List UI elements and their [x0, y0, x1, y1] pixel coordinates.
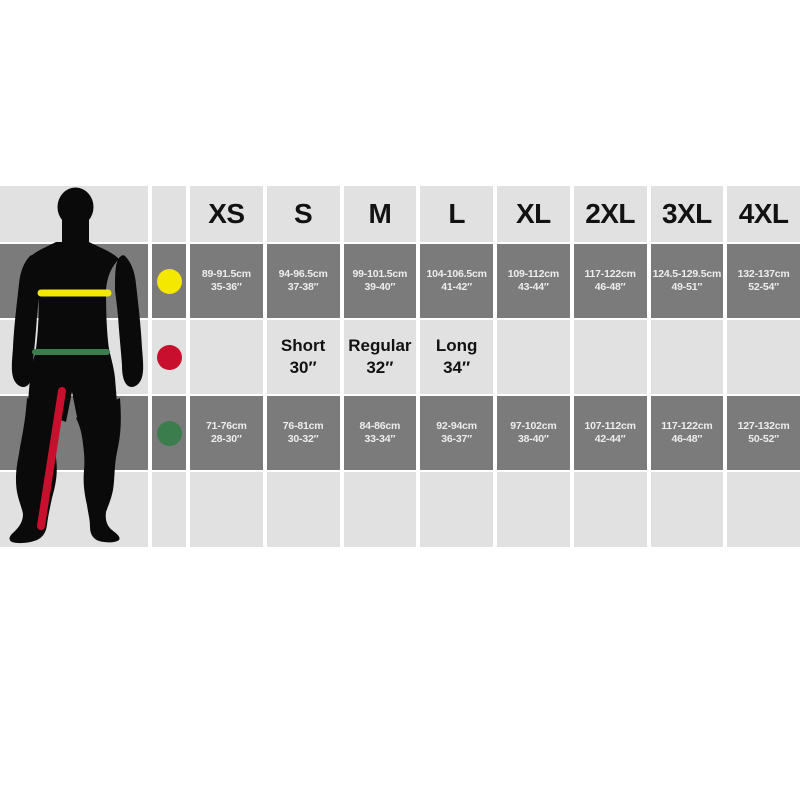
- leg-length-cell: [573, 320, 647, 394]
- waist-cell: 117-122cm 46-48″: [650, 396, 724, 470]
- green-dot-icon: [156, 420, 182, 446]
- size-header-m: M: [343, 186, 417, 242]
- empty-cell: [573, 472, 647, 547]
- marker-column-header: [152, 186, 186, 242]
- inside-leg-measure-line: [37, 387, 66, 530]
- empty-cell: [266, 472, 340, 547]
- empty-cell: [152, 472, 186, 547]
- leg-length-cell: Long 34″: [420, 320, 493, 394]
- size-header-2xl: 2XL: [573, 186, 647, 242]
- chest-cell: 109-112cm 43-44″: [497, 244, 570, 318]
- chest-marker-cell: [152, 244, 186, 318]
- empty-cell: [650, 472, 724, 547]
- size-header-xs: XS: [190, 186, 263, 242]
- leg-length-marker-cell: [152, 320, 186, 394]
- chest-cell: 124.5-129.5cm 49-51″: [650, 244, 724, 318]
- size-header-xl: XL: [497, 186, 570, 242]
- waist-cell: 92-94cm 36-37″: [420, 396, 493, 470]
- empty-cell: [420, 472, 493, 547]
- body-silhouette-figure: [9, 187, 144, 544]
- body-silhouette: [9, 187, 144, 544]
- empty-cell: [727, 472, 800, 547]
- leg-length-cell: [650, 320, 724, 394]
- leg-length-cell: [497, 320, 570, 394]
- empty-cell: [190, 472, 263, 547]
- size-chart-table: XS S M L XL 2XL 3XL 4XL 89-91.5cm 35-36″…: [0, 186, 800, 547]
- leg-length-cell: [727, 320, 800, 394]
- size-header-4xl: 4XL: [727, 186, 800, 242]
- size-header-3xl: 3XL: [650, 186, 724, 242]
- waist-cell: 127-132cm 50-52″: [727, 396, 800, 470]
- yellow-dot-icon: [156, 268, 182, 294]
- red-dot-icon: [156, 344, 182, 370]
- size-header-s: S: [266, 186, 340, 242]
- waist-marker-cell: [152, 396, 186, 470]
- chest-cell: 104-106.5cm 41-42″: [420, 244, 493, 318]
- waist-cell: 84-86cm 33-34″: [343, 396, 417, 470]
- waist-cell: 107-112cm 42-44″: [573, 396, 647, 470]
- waist-cell: 76-81cm 30-32″: [266, 396, 340, 470]
- chest-cell: 94-96.5cm 37-38″: [266, 244, 340, 318]
- chest-cell: 89-91.5cm 35-36″: [190, 244, 263, 318]
- leg-length-cell: [190, 320, 263, 394]
- leg-length-cell: Short 30″: [266, 320, 340, 394]
- empty-cell: [343, 472, 417, 547]
- leg-length-cell: Regular 32″: [343, 320, 417, 394]
- waist-cell: 97-102cm 38-40″: [497, 396, 570, 470]
- chest-cell: 132-137cm 52-54″: [727, 244, 800, 318]
- waist-cell: 71-76cm 28-30″: [190, 396, 263, 470]
- empty-cell: [497, 472, 570, 547]
- size-header-l: L: [420, 186, 493, 242]
- chest-cell: 117-122cm 46-48″: [573, 244, 647, 318]
- chest-cell: 99-101.5cm 39-40″: [343, 244, 417, 318]
